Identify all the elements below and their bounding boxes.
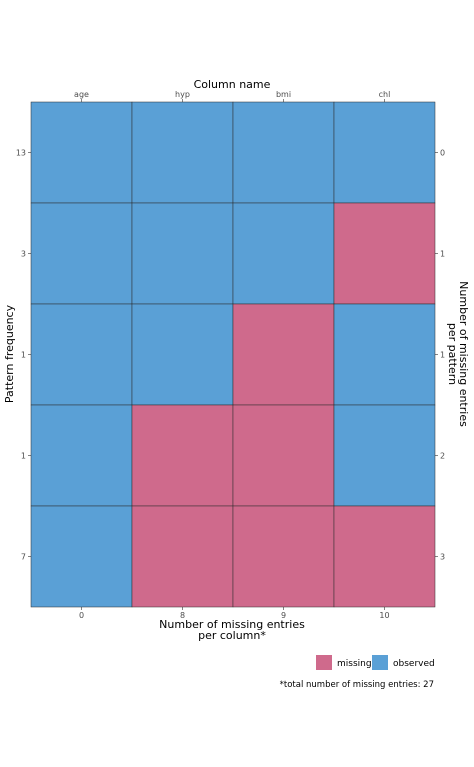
pattern-cell-observed [131,303,234,406]
missing-per-column-label: 10 [379,611,389,620]
bottom-axis-title-line2: per column* [198,629,266,642]
legend-observed-label: observed [393,659,435,669]
pattern-grid [30,101,436,608]
pattern-frequency-label: 7 [21,553,26,562]
right-axis-title-line1: Number of missing entries [457,281,470,427]
axis-ticks: age 0 hyp 8 bmi 9 chl 10 13 0 3 1 1 1 1 2 7 3 [16,90,445,620]
pattern-cell-observed [30,303,133,406]
top-axis-title: Column name [194,78,271,91]
pattern-cell-missing [131,505,234,608]
footnote: *total number of missing entries: 27 [280,680,434,690]
legend-observed-swatch [372,655,388,670]
pattern-cell-observed [333,101,436,204]
pattern-frequency-label: 3 [21,250,26,259]
bottom-axis-title-line1: Number of missing entries [159,618,305,631]
missing-per-pattern-label: 1 [440,250,445,259]
pattern-cell-missing [232,303,335,406]
pattern-frequency-label: 1 [21,351,26,360]
pattern-cell-missing [232,404,335,507]
missing-per-column-label: 9 [281,611,286,620]
pattern-cell-observed [30,404,133,507]
left-axis-title: Pattern frequency [3,304,16,403]
pattern-cell-observed [30,101,133,204]
pattern-cell-observed [232,101,335,204]
pattern-cell-observed [333,303,436,406]
missing-per-column-label: 0 [79,611,84,620]
column-tick-label: hyp [175,90,190,99]
pattern-cell-observed [30,202,133,305]
pattern-cell-missing [131,404,234,507]
pattern-cell-observed [30,505,133,608]
missing-per-pattern-label: 2 [440,452,445,461]
legend-missing-label: missing [337,659,372,669]
pattern-frequency-label: 13 [16,149,26,158]
missing-per-column-label: 8 [180,611,185,620]
missing-per-pattern-label: 3 [440,553,445,562]
pattern-cell-missing [333,202,436,305]
pattern-cell-missing [333,505,436,608]
missing-per-pattern-label: 0 [440,149,445,158]
legend: missing observed [316,655,435,670]
column-tick-label: bmi [276,90,291,99]
right-axis-title-line2: per pattern [446,323,459,385]
pattern-cell-observed [131,101,234,204]
pattern-cell-missing [232,505,335,608]
pattern-cell-observed [333,404,436,507]
pattern-cell-observed [131,202,234,305]
pattern-cell-observed [232,202,335,305]
missing-per-pattern-label: 1 [440,351,445,360]
pattern-frequency-label: 1 [21,452,26,461]
legend-missing-swatch [316,655,332,670]
column-tick-label: chl [379,90,391,99]
column-tick-label: age [74,90,89,99]
